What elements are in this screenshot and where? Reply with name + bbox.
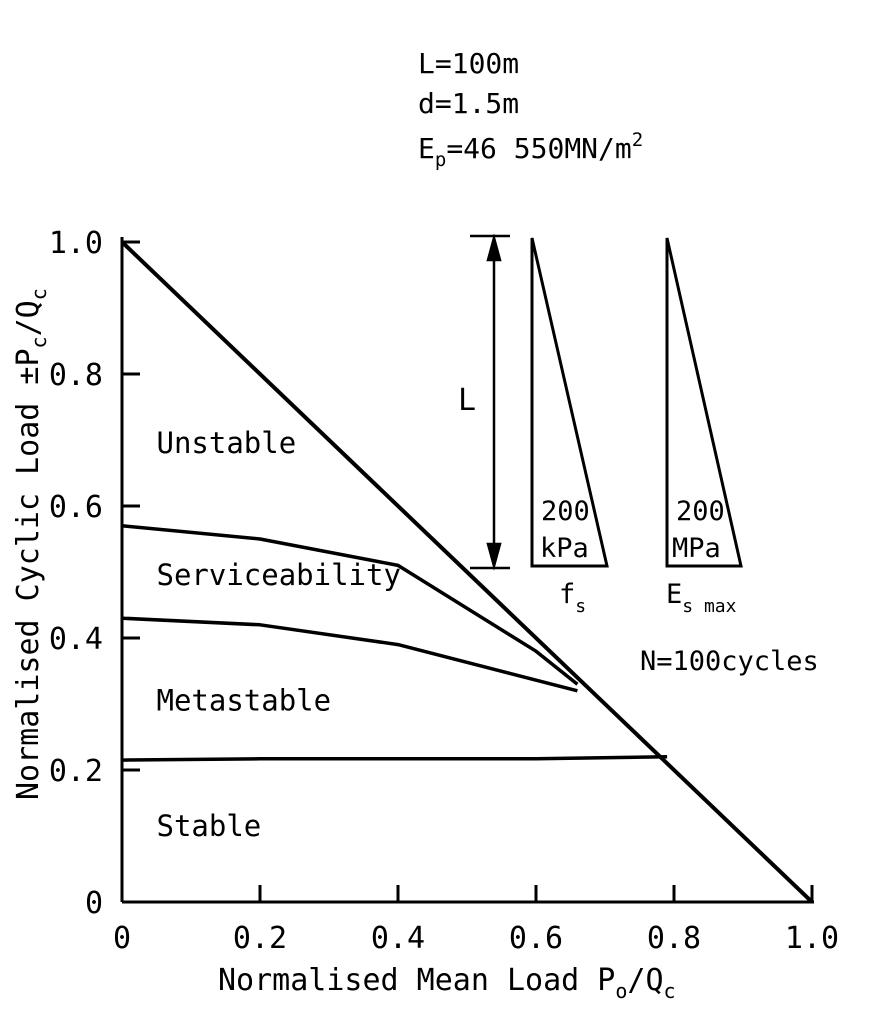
tick-labels: 0 0.2 0.4 0.6 0.8 1.0 0 0.2 0.4 0.6 0.8 1.0 (49, 226, 839, 956)
param-diameter: d=1.5m (418, 87, 519, 120)
cycles-note: N=100cycles (640, 646, 819, 677)
y-tick-label: 1.0 (49, 226, 103, 261)
param-modulus: Ep=46 550MN/m2 (418, 129, 643, 171)
metastable-boundary-line (121, 616, 578, 693)
fs-value: 200 (541, 496, 590, 527)
stable-boundary-line (121, 755, 668, 762)
length-arrow-bottom (486, 542, 502, 571)
fs-name: fs (559, 579, 586, 617)
region-label-stable: Stable (157, 809, 262, 843)
unstable-boundary-line (120, 240, 814, 904)
y-tick-label: 0.8 (49, 358, 103, 393)
x-tick-label: 0.2 (233, 921, 287, 956)
soil-modulus-profile (665, 237, 743, 568)
esmax-value: 200 (676, 496, 725, 527)
esmax-name: Es max (666, 579, 737, 617)
param-length: L=100m (418, 47, 519, 80)
x-tick-label: 0.6 (509, 921, 563, 956)
region-labels: Unstable Serviceability Metastable Stable (157, 426, 401, 843)
length-label: L (458, 383, 476, 418)
y-tick-label: 0 (85, 886, 103, 921)
pile-profile-inset (470, 233, 743, 571)
x-tick-label: 0 (113, 921, 131, 956)
esmax-unit: MPa (672, 533, 721, 564)
series-group (120, 240, 814, 904)
serviceability-boundary-line (121, 524, 579, 686)
x-tick-label: 0.4 (371, 921, 425, 956)
y-tick-label: 0.6 (49, 490, 103, 525)
region-label-unstable: Unstable (157, 426, 297, 460)
region-label-serviceability: Serviceability (157, 558, 401, 592)
ticks (120, 240, 814, 904)
fs-unit: kPa (540, 533, 589, 564)
axes (120, 237, 814, 904)
region-label-metastable: Metastable (157, 684, 332, 718)
shaft-friction-profile (530, 237, 609, 568)
y-tick-label: 0.2 (49, 754, 103, 789)
y-axis-label: Normalised Cyclic Load ±Pc/Qc (11, 288, 51, 800)
x-tick-label: 0.8 (647, 921, 701, 956)
x-tick-label: 1.0 (785, 921, 839, 956)
x-axis-label: Normalised Mean Load Po/Qc (218, 963, 676, 1003)
length-arrow-top (486, 233, 502, 262)
y-tick-label: 0.4 (49, 622, 103, 657)
